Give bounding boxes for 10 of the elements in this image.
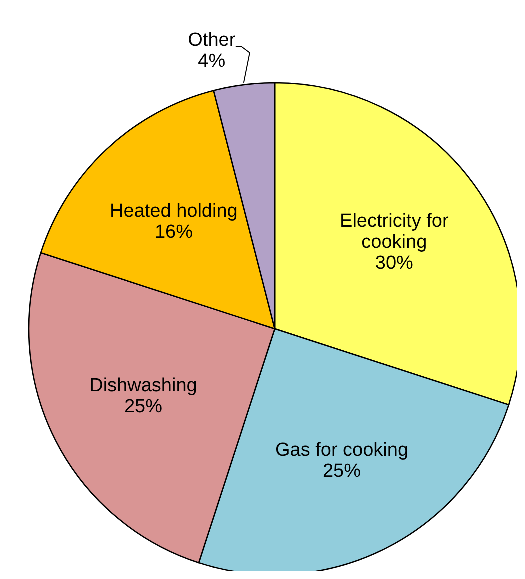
- slice-label: Gas for cooking: [275, 440, 409, 462]
- slice-label: Heated holding: [110, 200, 238, 222]
- data-label: 25%: [124, 396, 163, 418]
- slice-label: Electricity for cooking: [340, 211, 450, 254]
- data-label: 30%: [375, 253, 414, 274]
- data-label: 25%: [322, 461, 362, 482]
- data-label: 16%: [154, 222, 194, 243]
- data-label: 4%: [198, 50, 226, 72]
- slice-label: Other: [188, 30, 236, 51]
- slice-label: Dishwashing: [90, 376, 198, 397]
